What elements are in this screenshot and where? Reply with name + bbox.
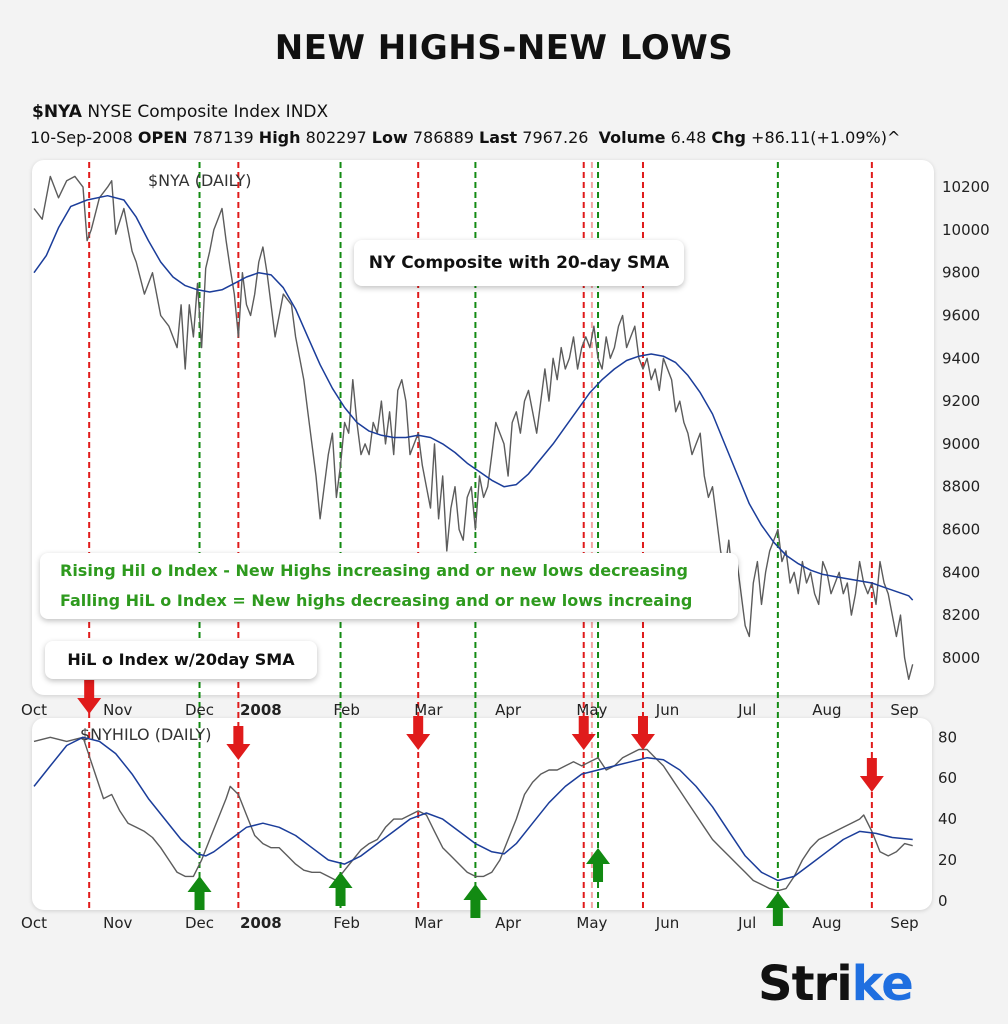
chart-label: $NYHILO (DAILY) <box>80 725 211 744</box>
buy-arrow-icon <box>463 884 488 918</box>
y-tick-label: 60 <box>938 769 957 787</box>
x-tick-label: Jun <box>655 701 679 719</box>
logo-text: Stri <box>758 956 853 1012</box>
open-value: 787139 <box>192 128 254 147</box>
x-tick-label: May <box>576 701 607 719</box>
buy-arrow-icon <box>328 872 353 906</box>
x-tick-label: 2008 <box>240 914 282 932</box>
y-tick-label: 8400 <box>942 563 980 581</box>
sma-callout: NY Composite with 20-day SMA <box>354 240 684 286</box>
nya-sma-line <box>33 194 914 601</box>
x-tick-label: Apr <box>495 914 522 932</box>
last-value: 7967.26 <box>522 128 589 147</box>
x-tick-label: Nov <box>103 701 132 719</box>
x-tick-label: May <box>576 914 607 932</box>
rising-hilo-note: Rising Hil o Index - New Highs increasin… <box>60 561 688 580</box>
x-tick-label: Aug <box>812 701 841 719</box>
x-tick-label: Nov <box>103 914 132 932</box>
sell-arrow-icon <box>859 758 884 792</box>
volume-label: Volume <box>598 128 666 147</box>
y-tick-label: 10200 <box>942 178 990 196</box>
hilo-chart-panel <box>32 718 932 910</box>
sell-arrow-icon <box>406 716 431 750</box>
falling-hilo-note: Falling HiL o Index = New highs decreasi… <box>60 591 693 610</box>
y-tick-label: 9200 <box>942 392 980 410</box>
x-tick-label: Oct <box>21 914 47 932</box>
x-tick-label: Apr <box>495 701 522 719</box>
buy-arrow-icon <box>187 876 212 910</box>
quote-name: NYSE Composite Index INDX <box>87 102 329 122</box>
x-tick-label: Jun <box>655 914 679 932</box>
hilo-index-callout: HiL o Index w/20day SMA <box>45 641 317 679</box>
x-tick-label: Dec <box>185 914 214 932</box>
chg-value: +86.11(+1.09%)^ <box>751 128 901 147</box>
y-tick-label: 8000 <box>942 649 980 667</box>
sell-arrow-icon <box>571 716 596 750</box>
y-tick-label: 80 <box>938 728 957 746</box>
page-title: NEW HIGHS-NEW LOWS <box>274 28 734 68</box>
strike-logo: Strike <box>758 956 914 1012</box>
logo-accent: ke <box>851 956 914 1012</box>
x-tick-label: Dec <box>185 701 214 719</box>
buy-arrow-icon <box>765 892 790 926</box>
sell-arrow-icon <box>226 726 251 760</box>
hilo-price-line <box>33 736 913 892</box>
x-tick-label: Feb <box>333 701 360 719</box>
x-tick-label: Aug <box>812 914 841 932</box>
y-tick-label: 9400 <box>942 349 980 367</box>
x-tick-label: 2008 <box>240 701 282 719</box>
chart-label: $NYA (DAILY) <box>148 171 251 190</box>
y-tick-label: 40 <box>938 810 957 828</box>
x-tick-label: Sep <box>890 914 918 932</box>
y-tick-label: 8600 <box>942 521 980 539</box>
nya-price-line <box>33 175 914 680</box>
low-label: Low <box>371 128 408 147</box>
x-tick-label: Feb <box>333 914 360 932</box>
y-tick-label: 8800 <box>942 478 980 496</box>
y-tick-label: 9000 <box>942 435 980 453</box>
y-tick-label: 0 <box>938 892 948 910</box>
quote-date: 10-Sep-2008 <box>30 128 133 147</box>
quote-symbol: $NYA <box>32 102 82 122</box>
sell-arrow-icon <box>77 680 102 714</box>
quote-header-line2: 10-Sep-2008 OPEN 787139 High 802297 Low … <box>30 128 900 147</box>
x-tick-label: Jul <box>737 701 756 719</box>
high-label: High <box>258 128 301 147</box>
x-tick-label: Jul <box>737 914 756 932</box>
x-tick-label: Mar <box>414 914 443 932</box>
x-tick-label: Mar <box>414 701 443 719</box>
hilo-sma-line <box>33 736 913 882</box>
sell-arrow-icon <box>630 716 655 750</box>
hilo-legend-callout: Rising Hil o Index - New Highs increasin… <box>40 553 738 619</box>
quote-header-line1: $NYA NYSE Composite Index INDX <box>32 102 328 122</box>
chg-label: Chg <box>711 128 746 147</box>
x-tick-label: Sep <box>890 701 918 719</box>
buy-arrow-icon <box>586 848 611 882</box>
y-tick-label: 10000 <box>942 221 990 239</box>
high-value: 802297 <box>305 128 367 147</box>
y-tick-label: 8200 <box>942 606 980 624</box>
x-tick-label: Oct <box>21 701 47 719</box>
y-tick-label: 9800 <box>942 264 980 282</box>
volume-value: 6.48 <box>670 128 707 147</box>
last-label: Last <box>479 128 518 147</box>
low-value: 786889 <box>412 128 474 147</box>
open-label: OPEN <box>137 128 188 147</box>
y-tick-label: 9600 <box>942 307 980 325</box>
y-tick-label: 20 <box>938 851 957 869</box>
